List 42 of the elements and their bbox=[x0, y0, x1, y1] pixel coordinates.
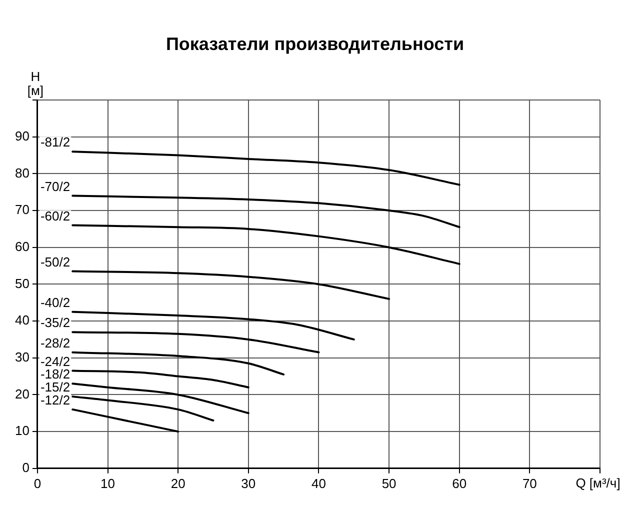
line-series bbox=[72, 370, 250, 388]
line-series bbox=[72, 331, 320, 354]
chart-title: Показатели производительности bbox=[164, 34, 466, 55]
y-tick-label: 80 bbox=[14, 165, 30, 180]
line-series bbox=[72, 351, 285, 376]
series-label: -35/2 bbox=[40, 315, 70, 330]
x-tick-label: 0 bbox=[34, 476, 42, 491]
series-label: -15/2 bbox=[40, 380, 70, 395]
y-tick-label: 90 bbox=[14, 128, 30, 144]
line-series bbox=[72, 194, 460, 228]
series-label: -40/2 bbox=[40, 294, 70, 310]
line-series bbox=[72, 382, 250, 414]
line-series bbox=[72, 270, 390, 300]
series-label: -12/2 bbox=[40, 392, 70, 408]
y-tick-label: 0 bbox=[22, 460, 30, 475]
y-tick-label: 50 bbox=[14, 276, 30, 291]
series-label: -24/2 bbox=[40, 354, 70, 369]
line-series bbox=[72, 396, 214, 422]
series-label: -70/2 bbox=[40, 178, 70, 194]
x-tick-label: 40 bbox=[311, 476, 326, 491]
series-label: -18/2 bbox=[40, 366, 70, 382]
x-tick-label: 30 bbox=[241, 476, 256, 491]
series-label: -81/2 bbox=[40, 134, 70, 150]
y-tick-label: 40 bbox=[14, 312, 30, 328]
x-tick-label: 60 bbox=[452, 476, 467, 491]
y-tick-label: 70 bbox=[14, 202, 30, 218]
line-series bbox=[72, 150, 460, 186]
x-tick-label: 50 bbox=[382, 476, 396, 491]
y-tick-label: 10 bbox=[14, 423, 30, 438]
y-tick-label: 60 bbox=[14, 238, 30, 254]
x-tick-label: 10 bbox=[100, 476, 116, 491]
x-axis-title: Q [м³/ч] bbox=[576, 475, 620, 490]
series-label: -50/2 bbox=[40, 254, 70, 270]
line-series bbox=[72, 224, 460, 265]
x-tick-label: 20 bbox=[170, 476, 186, 491]
series-label: -60/2 bbox=[40, 208, 70, 224]
y-tick-label: 30 bbox=[14, 349, 30, 364]
line-series bbox=[72, 310, 355, 340]
series-label: -28/2 bbox=[40, 335, 70, 350]
y-tick-label: 20 bbox=[14, 386, 30, 402]
x-tick-label: 70 bbox=[522, 476, 537, 491]
y-axis-title: H [м] bbox=[27, 69, 44, 98]
